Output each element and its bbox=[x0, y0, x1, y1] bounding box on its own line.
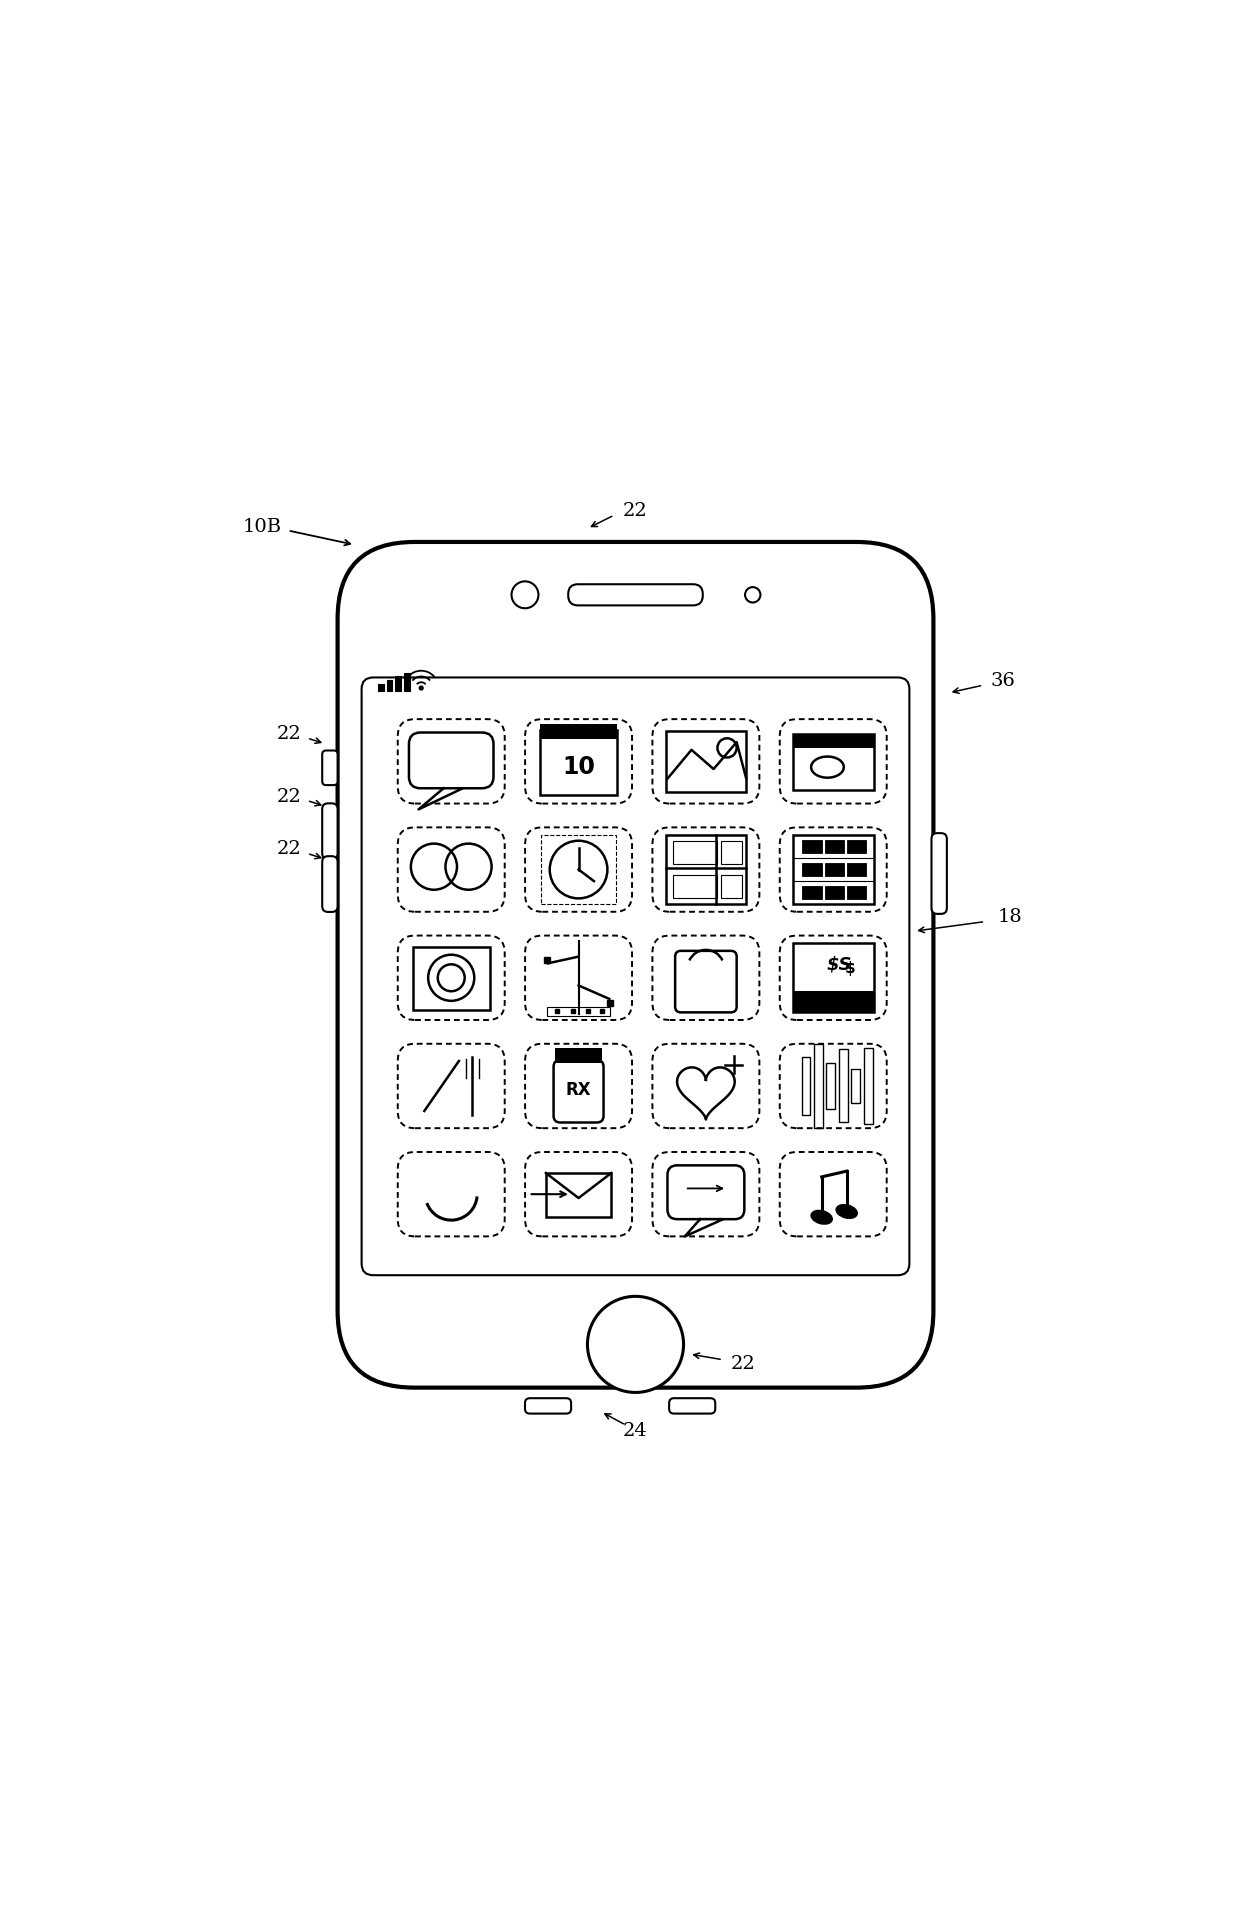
Bar bbox=[792, 735, 874, 749]
Ellipse shape bbox=[811, 1210, 833, 1225]
FancyBboxPatch shape bbox=[322, 751, 337, 785]
Polygon shape bbox=[684, 1219, 723, 1236]
Bar bbox=[792, 735, 874, 791]
Bar bbox=[547, 1006, 610, 1016]
FancyBboxPatch shape bbox=[337, 541, 934, 1388]
Bar bbox=[827, 1064, 836, 1110]
FancyBboxPatch shape bbox=[322, 803, 337, 858]
Bar bbox=[541, 724, 618, 739]
Bar bbox=[722, 876, 743, 899]
Text: 22: 22 bbox=[730, 1356, 755, 1373]
Text: 22: 22 bbox=[624, 503, 647, 520]
Bar bbox=[413, 947, 490, 1010]
Text: 10: 10 bbox=[562, 755, 595, 780]
Polygon shape bbox=[419, 789, 463, 810]
Bar bbox=[556, 1048, 601, 1064]
FancyBboxPatch shape bbox=[322, 856, 337, 912]
Text: 24: 24 bbox=[624, 1423, 647, 1440]
Text: $: $ bbox=[846, 960, 856, 975]
Bar bbox=[801, 1058, 810, 1116]
Bar bbox=[666, 732, 746, 793]
Bar bbox=[673, 841, 718, 864]
Bar bbox=[546, 1173, 611, 1217]
FancyBboxPatch shape bbox=[931, 833, 947, 914]
Text: 36: 36 bbox=[991, 672, 1016, 691]
Bar bbox=[825, 839, 843, 852]
Circle shape bbox=[419, 685, 423, 689]
Bar bbox=[378, 684, 383, 691]
FancyBboxPatch shape bbox=[362, 678, 909, 1275]
Text: 18: 18 bbox=[998, 908, 1023, 925]
Bar bbox=[839, 1050, 848, 1123]
Bar bbox=[541, 835, 616, 904]
Bar bbox=[825, 885, 843, 899]
FancyBboxPatch shape bbox=[670, 1398, 715, 1413]
Bar bbox=[847, 839, 866, 852]
Bar bbox=[864, 1048, 873, 1125]
Text: $S: $S bbox=[826, 956, 852, 973]
Bar bbox=[387, 680, 392, 691]
Text: RX: RX bbox=[565, 1081, 591, 1098]
Bar bbox=[813, 1044, 822, 1129]
Circle shape bbox=[588, 1296, 683, 1392]
Bar bbox=[792, 835, 874, 904]
Bar bbox=[541, 730, 618, 795]
Text: 10B: 10B bbox=[243, 518, 283, 536]
Bar bbox=[852, 1069, 861, 1104]
Text: 22: 22 bbox=[278, 787, 301, 806]
Bar bbox=[792, 943, 874, 1012]
Bar bbox=[802, 885, 822, 899]
Text: 22: 22 bbox=[278, 726, 301, 743]
Ellipse shape bbox=[836, 1204, 858, 1219]
Bar bbox=[792, 991, 874, 1012]
Bar bbox=[802, 862, 822, 876]
Bar bbox=[673, 876, 718, 899]
Bar bbox=[396, 676, 401, 691]
Bar bbox=[666, 835, 746, 904]
Bar bbox=[847, 885, 866, 899]
Bar bbox=[404, 672, 409, 691]
Bar bbox=[802, 839, 822, 852]
Text: 22: 22 bbox=[278, 841, 301, 858]
Bar bbox=[847, 862, 866, 876]
Bar bbox=[722, 841, 743, 864]
FancyBboxPatch shape bbox=[525, 1398, 572, 1413]
Bar bbox=[825, 862, 843, 876]
